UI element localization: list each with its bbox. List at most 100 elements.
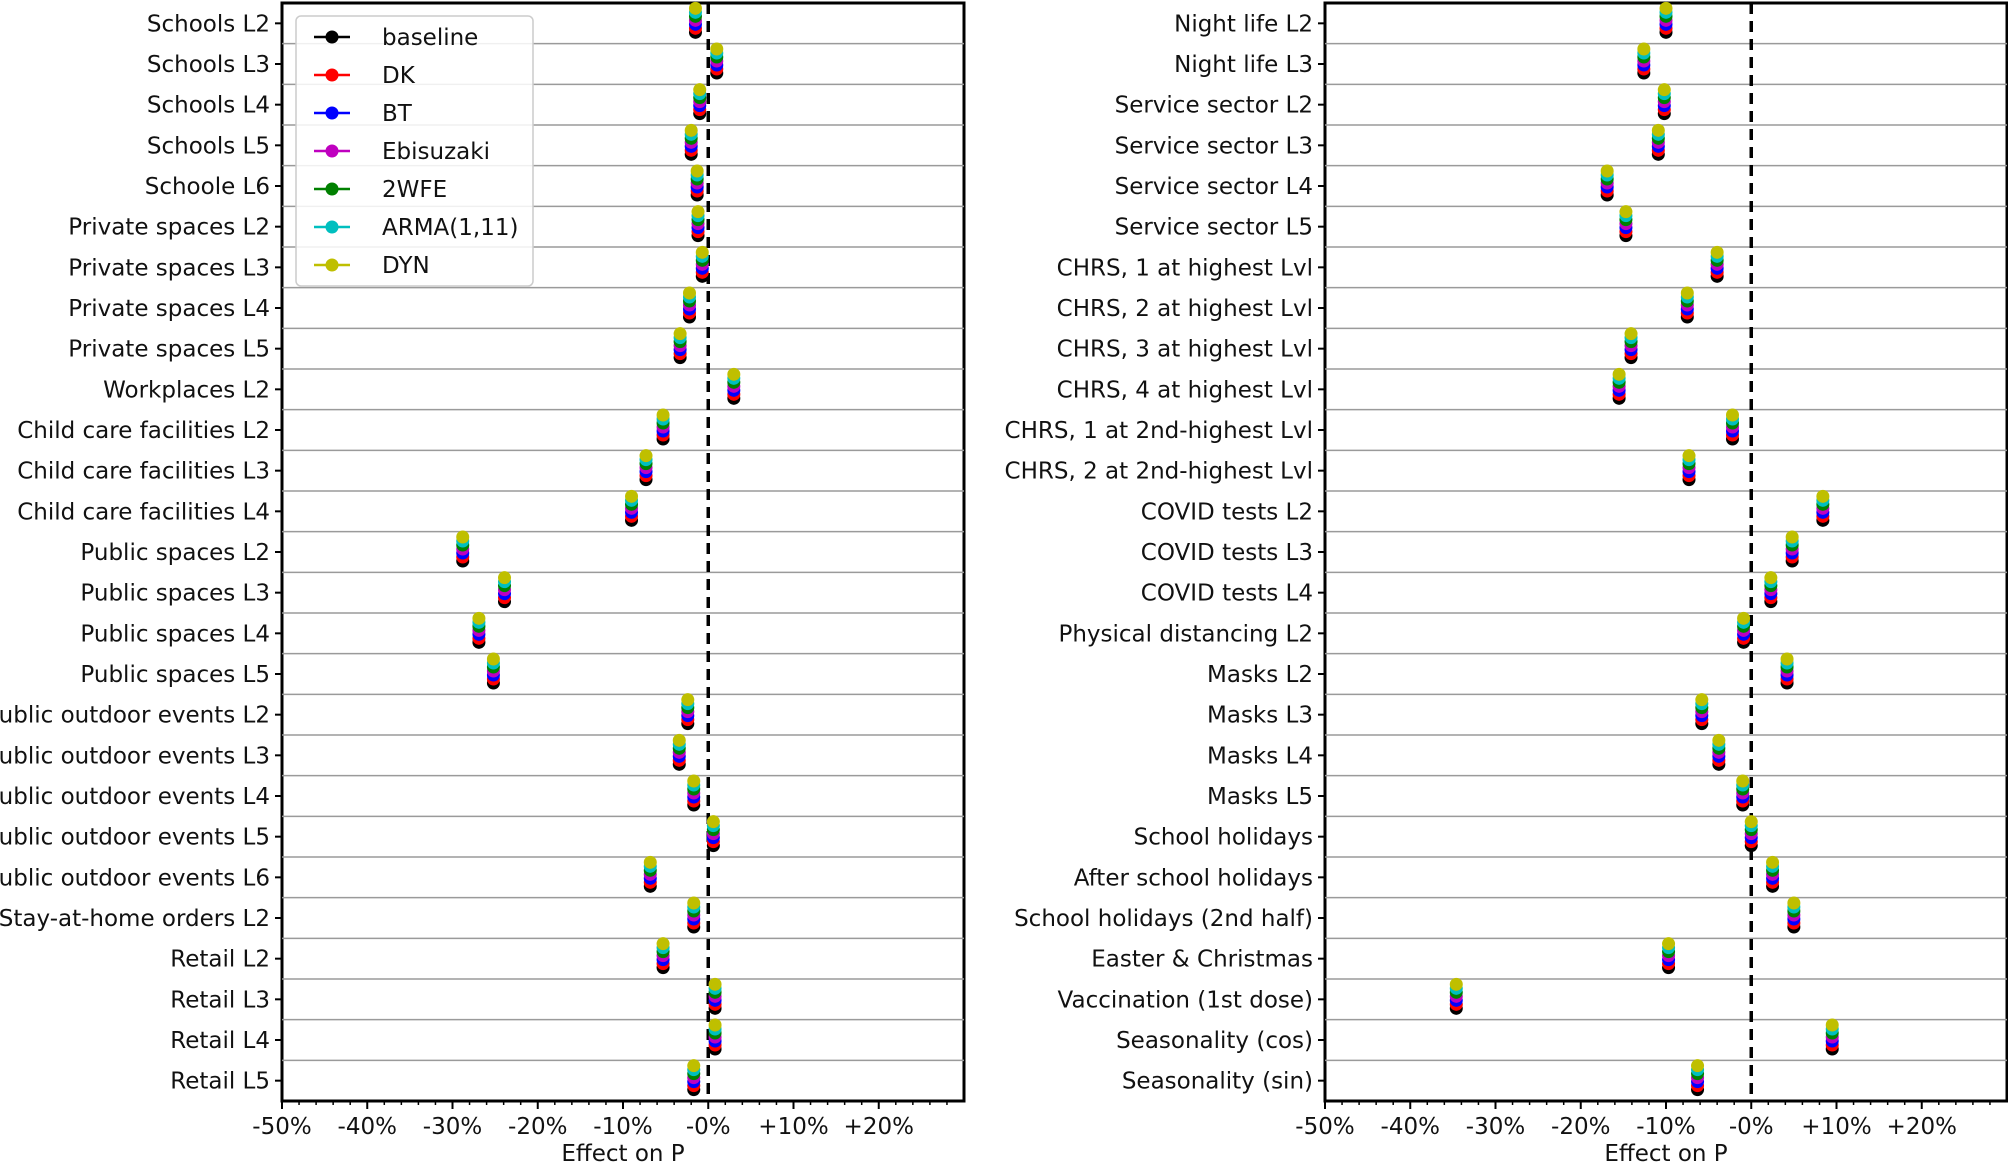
point-dyn xyxy=(1662,937,1676,951)
x-axis-label: Effect on P xyxy=(1604,1141,1727,1165)
point-dyn xyxy=(625,489,639,503)
point-dyn xyxy=(486,652,500,666)
category-label: Stay-at-home orders L2 xyxy=(0,906,270,932)
category-label: COVID tests L2 xyxy=(1141,499,1313,525)
x-tick-label: -40% xyxy=(338,1114,397,1140)
legend-marker xyxy=(325,220,339,234)
point-dyn xyxy=(706,815,720,829)
point-dyn xyxy=(1680,286,1694,300)
category-label: Night life L2 xyxy=(1174,11,1313,37)
category-label: Public outdoor events L2 xyxy=(0,703,270,729)
point-dyn xyxy=(687,896,701,910)
point-dyn xyxy=(643,855,657,869)
point-dyn xyxy=(691,205,705,219)
category-label: Retail L3 xyxy=(170,987,270,1013)
point-dyn xyxy=(1766,855,1780,869)
category-label: Masks L2 xyxy=(1207,662,1313,688)
point-dyn xyxy=(673,327,687,341)
point-dyn xyxy=(1825,1018,1839,1032)
category-label: COVID tests L4 xyxy=(1141,581,1313,607)
category-label: Public outdoor events L3 xyxy=(0,743,270,769)
point-dyn xyxy=(1624,327,1638,341)
point-dyn xyxy=(693,83,707,97)
category-label: Child care facilities L3 xyxy=(17,459,270,485)
legend-marker xyxy=(325,182,339,196)
category-label: Masks L4 xyxy=(1207,743,1313,769)
point-dyn xyxy=(688,1,702,15)
point-dyn xyxy=(1780,652,1794,666)
left-panel: -50% -40% -30% -20% -10% -0% +10% +20% Effect on… xyxy=(0,1,966,1165)
category-label: Child care facilities L2 xyxy=(17,418,270,444)
point-dyn xyxy=(1712,733,1726,747)
point-dyn xyxy=(1737,611,1751,625)
category-label: Service sector L2 xyxy=(1115,93,1313,119)
category-label: Schools L5 xyxy=(147,133,270,159)
point-dyn xyxy=(690,164,704,178)
category-label: CHRS, 2 at highest Lvl xyxy=(1057,296,1313,322)
point-dyn xyxy=(498,571,512,585)
category-label: Service sector L3 xyxy=(1115,133,1313,159)
x-tick-label: -30% xyxy=(423,1114,482,1140)
point-dyn xyxy=(1600,164,1614,178)
x-tick-label: -10% xyxy=(593,1114,652,1140)
category-label: Workplaces L2 xyxy=(103,377,270,403)
point-dyn xyxy=(1736,774,1750,788)
point-dyn xyxy=(687,1059,701,1073)
category-label: Private spaces L2 xyxy=(68,215,270,241)
category-label: Public spaces L2 xyxy=(80,540,270,566)
category-label: Night life L3 xyxy=(1174,52,1313,78)
point-dyn xyxy=(1659,1,1673,15)
point-dyn xyxy=(656,937,670,951)
x-tick-label: -20% xyxy=(1551,1114,1610,1140)
x-tick-label: +20% xyxy=(844,1114,914,1140)
category-label: After school holidays xyxy=(1074,865,1313,891)
point-dyn xyxy=(1787,896,1801,910)
point-dyn xyxy=(708,977,722,991)
category-label: Retail L4 xyxy=(170,1028,270,1054)
category-label: Public spaces L5 xyxy=(80,662,270,688)
category-label: Child care facilities L4 xyxy=(17,499,270,525)
point-dyn xyxy=(656,408,670,422)
x-tick-label: -40% xyxy=(1381,1114,1440,1140)
x-tick-label: +10% xyxy=(758,1114,828,1140)
point-dyn xyxy=(1691,1059,1705,1073)
plot-frame xyxy=(1323,1,2008,1103)
legend-label: baseline xyxy=(382,25,478,51)
point-dyn xyxy=(687,774,701,788)
point-dyn xyxy=(1725,408,1739,422)
point-dyn xyxy=(710,42,724,56)
category-label: Private spaces L5 xyxy=(68,337,270,363)
category-label: Public spaces L3 xyxy=(80,581,270,607)
category-label: Masks L5 xyxy=(1207,784,1313,810)
point-dyn xyxy=(1710,245,1724,259)
point-dyn xyxy=(1816,489,1830,503)
category-label: CHRS, 3 at highest Lvl xyxy=(1057,337,1313,363)
point-dyn xyxy=(695,245,709,259)
legend-marker xyxy=(325,106,339,120)
point-dyn xyxy=(1657,83,1671,97)
x-tick-label: -50% xyxy=(1295,1114,1354,1140)
category-label: Public outdoor events L6 xyxy=(0,865,270,891)
category-label: Schools L3 xyxy=(147,52,270,78)
x-tick-label: -0% xyxy=(686,1114,731,1140)
point-dyn xyxy=(684,123,698,137)
point-dyn xyxy=(1682,449,1696,463)
point-dyn xyxy=(456,530,470,544)
legend-label: Ebisuzaki xyxy=(382,139,490,165)
x-tick-label: -10% xyxy=(1636,1114,1695,1140)
category-label: Vaccination (1st dose) xyxy=(1058,987,1313,1013)
category-label: Masks L3 xyxy=(1207,703,1313,729)
category-label: Private spaces L4 xyxy=(68,296,270,322)
category-label: CHRS, 4 at highest Lvl xyxy=(1057,377,1313,403)
point-dyn xyxy=(1785,530,1799,544)
point-dyn xyxy=(727,367,741,381)
category-label: School holidays xyxy=(1134,825,1313,851)
legend-marker xyxy=(325,144,339,158)
x-axis-label: Effect on P xyxy=(561,1141,684,1165)
point-dyn xyxy=(682,286,696,300)
point-dyn xyxy=(1764,571,1778,585)
point-dyn xyxy=(1637,42,1651,56)
point-dyn xyxy=(1695,693,1709,707)
category-label: CHRS, 2 at 2nd-highest Lvl xyxy=(1005,459,1313,485)
point-dyn xyxy=(681,693,695,707)
